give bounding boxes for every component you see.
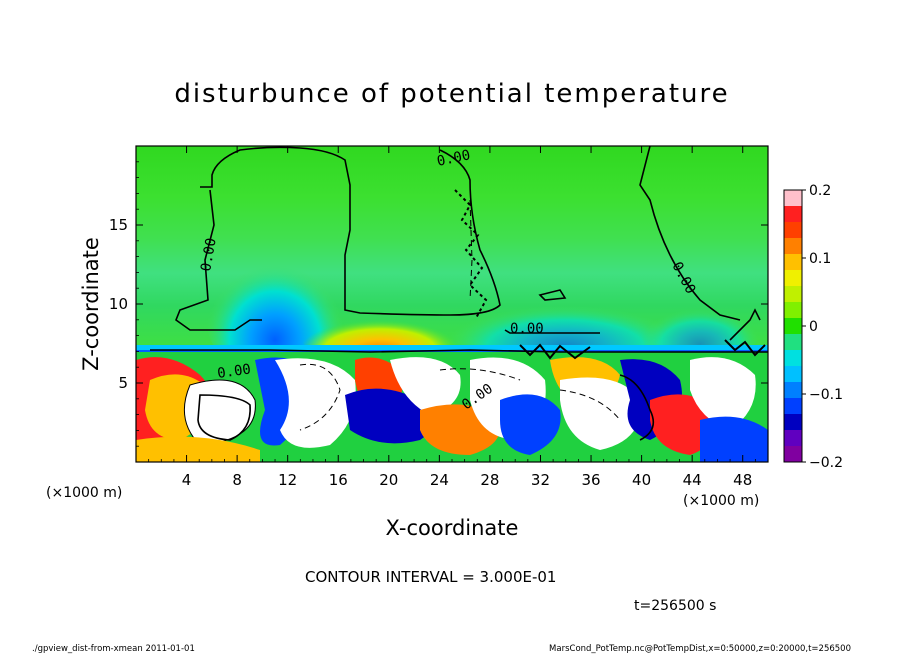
noisy-contours — [519, 343, 591, 360]
colorbar-segment — [784, 302, 802, 319]
x-tick-label: 20 — [379, 471, 398, 489]
colorbar-tick-label: 0 — [809, 319, 818, 335]
contour-line — [619, 374, 655, 441]
colorbar-segment — [784, 446, 802, 463]
contour-line — [175, 189, 262, 331]
chart-title: disturbunce of potential temperature — [174, 79, 729, 109]
x-tick-label: 8 — [232, 471, 242, 489]
contour-label: 0.00 — [216, 361, 252, 382]
contour-label: 0.00 — [436, 147, 472, 170]
x-unit-right: (×1000 m) — [683, 493, 759, 509]
colorbar-segment — [784, 286, 802, 303]
cold-eddy — [690, 357, 756, 430]
colorbar-segment — [784, 222, 802, 239]
y-axis: 5 10 15 — [109, 145, 768, 463]
contour-line — [439, 368, 521, 381]
footer-right: MarsCond_PotTemp.nc@PotTempDist,x=0:5000… — [549, 644, 851, 654]
colorbar-tick-label: 0.1 — [809, 251, 831, 267]
colorbar-segment — [784, 334, 802, 351]
contours-dashed — [299, 199, 621, 431]
contour-interval: CONTOUR INTERVAL = 3.000E-01 — [305, 568, 556, 586]
y-axis-label: Z-coordinate — [79, 237, 103, 371]
colorbar-segment — [784, 270, 802, 287]
warm-eddy — [136, 436, 260, 462]
colorbar-tick-label: −0.2 — [809, 455, 843, 471]
x-tick-label: 44 — [683, 471, 702, 489]
cold-eddy — [390, 357, 461, 415]
contour-line — [504, 329, 600, 334]
x-tick-label: 40 — [632, 471, 651, 489]
x-axis-label: X-coordinate — [386, 516, 519, 540]
contour-line — [639, 146, 741, 321]
contours — [150, 146, 768, 441]
colorbar-tick-label: −0.1 — [809, 387, 843, 403]
x-unit-left: (×1000 m) — [46, 485, 122, 501]
cool-eddy — [700, 416, 768, 462]
contour-label: 0.00 — [510, 321, 544, 337]
colorbar-segment — [784, 206, 802, 223]
colorbar-segment — [784, 190, 802, 207]
footer-left: ./gpview_dist-from-xmean 2011-01-01 — [32, 644, 195, 654]
inversion-band — [136, 350, 768, 353]
y-tick-label: 5 — [118, 374, 128, 392]
colorbar-segment — [784, 430, 802, 447]
warm-eddy — [650, 394, 716, 455]
x-axis: 4 8 12 16 20 24 28 32 36 40 44 48 — [135, 146, 769, 489]
colorbar-segment — [784, 366, 802, 383]
cool-eddy — [500, 394, 561, 455]
x-tick-label: 36 — [581, 471, 600, 489]
colorbar-segment — [784, 382, 802, 399]
y-tick-label: 15 — [109, 216, 128, 234]
contour-line — [197, 394, 251, 441]
colorbar-segment — [784, 414, 802, 431]
contour-line — [150, 349, 768, 353]
contour-line — [559, 389, 621, 421]
colorbar-segment — [784, 350, 802, 367]
colorbar-tick-label: 0.2 — [809, 183, 831, 199]
inversion-band — [136, 345, 768, 353]
contour-line — [200, 146, 501, 316]
colorbar-ticks: 0.2 0.1 0 −0.1 −0.2 — [802, 183, 843, 471]
contour-line — [729, 308, 761, 341]
contour-line — [469, 199, 473, 301]
x-tick-label: 32 — [531, 471, 550, 489]
x-tick-label: 28 — [480, 471, 499, 489]
colorbar-segment — [784, 254, 802, 271]
x-tick-label: 4 — [182, 471, 192, 489]
time-stamp: t=256500 s — [634, 598, 716, 614]
contour-label: 0.00 — [198, 237, 220, 273]
x-tick-label: 24 — [430, 471, 449, 489]
x-tick-label: 48 — [733, 471, 752, 489]
y-tick-label: 10 — [109, 295, 128, 313]
plot-area — [136, 146, 768, 462]
noisy-contours — [724, 339, 766, 357]
contour-line — [299, 363, 341, 431]
colorbar-segment — [784, 238, 802, 255]
colorbar — [783, 189, 803, 463]
cold-eddy — [560, 377, 641, 450]
noisy-contours — [454, 189, 488, 319]
x-tick-label: 16 — [329, 471, 348, 489]
contour-line — [538, 289, 567, 301]
x-tick-label: 12 — [278, 471, 297, 489]
colorbar-segment — [784, 398, 802, 415]
colorbar-segment — [784, 318, 802, 335]
